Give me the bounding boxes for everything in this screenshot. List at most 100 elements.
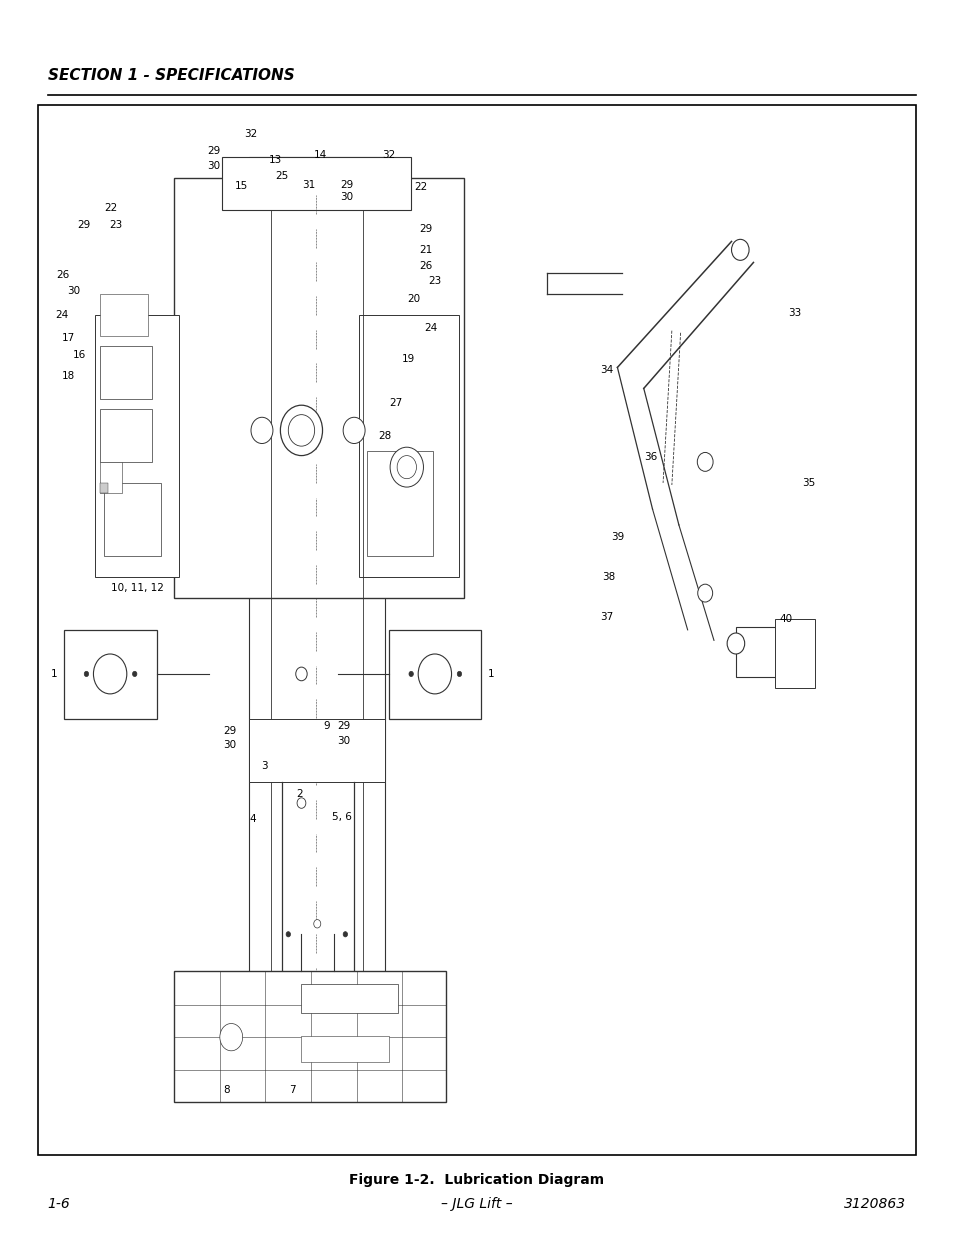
Text: 24: 24 [424, 322, 437, 332]
Text: 7: 7 [289, 1084, 295, 1094]
Text: 23: 23 [428, 277, 441, 287]
Text: 35: 35 [801, 478, 814, 488]
Text: 1-6: 1-6 [48, 1197, 71, 1212]
Ellipse shape [84, 672, 89, 677]
Ellipse shape [697, 584, 712, 601]
Text: 30: 30 [223, 740, 235, 751]
Ellipse shape [343, 931, 347, 937]
Bar [367, 452, 433, 557]
Text: 16: 16 [72, 350, 86, 359]
Text: 30: 30 [67, 285, 80, 295]
Text: 29: 29 [207, 146, 220, 156]
Ellipse shape [726, 634, 744, 655]
Ellipse shape [286, 931, 290, 937]
Text: 4: 4 [250, 814, 256, 824]
Bar [301, 1036, 389, 1062]
Bar [99, 483, 109, 493]
Ellipse shape [251, 417, 273, 443]
Bar [174, 179, 463, 599]
Ellipse shape [296, 798, 306, 808]
Bar [99, 347, 152, 399]
Text: 36: 36 [643, 452, 657, 462]
Text: 31: 31 [301, 180, 314, 190]
Text: 21: 21 [419, 245, 433, 254]
Text: 3120863: 3120863 [843, 1197, 905, 1212]
Text: 29: 29 [77, 220, 91, 230]
Ellipse shape [456, 672, 461, 677]
Ellipse shape [390, 447, 423, 487]
Bar [174, 971, 446, 1102]
Text: 29: 29 [419, 224, 433, 233]
Text: 1: 1 [487, 669, 494, 679]
Bar [104, 483, 161, 557]
Text: 13: 13 [268, 154, 281, 164]
Ellipse shape [93, 655, 127, 694]
Text: 32: 32 [382, 151, 395, 161]
Text: 8: 8 [223, 1084, 230, 1094]
Ellipse shape [295, 667, 307, 680]
Text: 1: 1 [51, 669, 57, 679]
Bar [775, 620, 814, 688]
Ellipse shape [219, 1024, 242, 1051]
Bar [301, 983, 397, 1013]
Text: 30: 30 [336, 736, 350, 746]
Text: 9: 9 [322, 721, 329, 731]
Text: 22: 22 [104, 203, 117, 212]
Text: 26: 26 [56, 270, 70, 280]
Text: 26: 26 [419, 261, 433, 270]
Text: 29: 29 [340, 180, 354, 190]
Bar [735, 626, 810, 677]
Bar [99, 462, 121, 493]
Text: 15: 15 [234, 180, 248, 190]
Text: 5, 6: 5, 6 [332, 811, 352, 821]
Text: 20: 20 [407, 294, 420, 304]
Ellipse shape [314, 920, 320, 927]
Ellipse shape [132, 672, 137, 677]
Text: 17: 17 [62, 333, 75, 343]
Bar [249, 157, 384, 998]
Ellipse shape [417, 655, 451, 694]
Text: 38: 38 [601, 572, 615, 583]
Bar [99, 294, 148, 336]
Text: 25: 25 [275, 172, 289, 182]
Text: 24: 24 [55, 310, 69, 320]
Text: Figure 1-2.  Lubrication Diagram: Figure 1-2. Lubrication Diagram [349, 1173, 604, 1187]
Text: 19: 19 [401, 354, 415, 364]
Text: 29: 29 [336, 721, 350, 731]
Text: 33: 33 [788, 308, 801, 317]
Bar [38, 105, 915, 1155]
Text: 10, 11, 12: 10, 11, 12 [111, 583, 164, 593]
Ellipse shape [343, 417, 365, 443]
Bar [389, 630, 481, 719]
Text: 29: 29 [223, 726, 236, 736]
Bar [99, 410, 152, 462]
Bar [65, 630, 156, 719]
Bar [358, 315, 459, 578]
Ellipse shape [288, 415, 314, 446]
Text: 27: 27 [389, 398, 402, 408]
Bar [95, 315, 178, 578]
Bar [222, 157, 411, 210]
Ellipse shape [280, 405, 322, 456]
Text: 37: 37 [599, 613, 613, 622]
Ellipse shape [697, 452, 712, 472]
Text: 40: 40 [779, 614, 792, 625]
Text: 23: 23 [109, 220, 122, 230]
Text: 32: 32 [244, 130, 257, 140]
Text: 3: 3 [261, 761, 268, 772]
Bar [249, 719, 384, 782]
Text: 30: 30 [207, 161, 220, 170]
Text: 28: 28 [377, 431, 391, 441]
Text: 2: 2 [296, 789, 303, 799]
Ellipse shape [731, 240, 748, 261]
Text: 34: 34 [599, 364, 613, 374]
Text: 22: 22 [414, 182, 427, 191]
Ellipse shape [396, 456, 416, 479]
Text: – JLG Lift –: – JLG Lift – [440, 1197, 513, 1212]
Text: 30: 30 [340, 193, 354, 203]
Text: 14: 14 [314, 151, 327, 161]
Text: 39: 39 [611, 532, 624, 542]
Text: SECTION 1 - SPECIFICATIONS: SECTION 1 - SPECIFICATIONS [48, 68, 294, 83]
Ellipse shape [409, 672, 413, 677]
Text: 18: 18 [62, 370, 75, 380]
